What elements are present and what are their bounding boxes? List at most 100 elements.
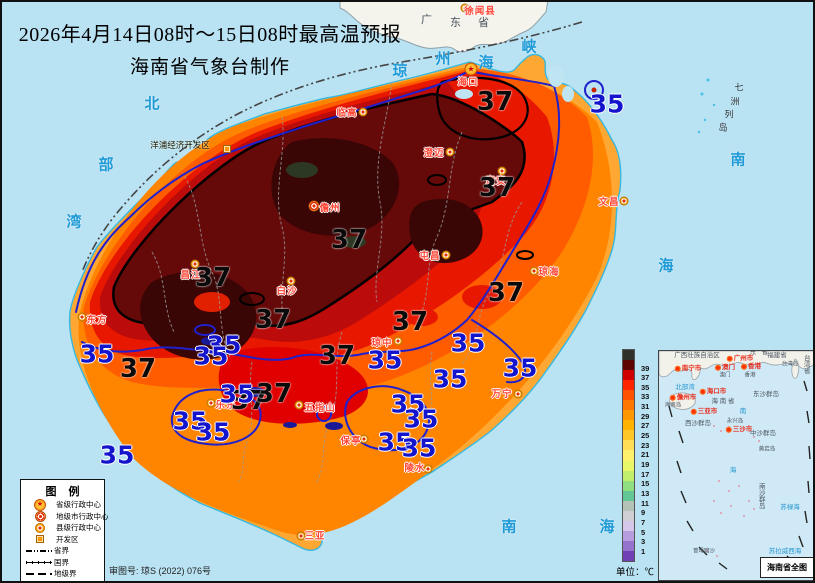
temperature-scale-ticks: 39 37 35 33 31 29 27 25 23 21 19 17 15 13 11 9 7 5 3 1	[639, 349, 657, 562]
inset-label-text: 儋州市	[676, 393, 697, 401]
temperature-scalebar	[622, 349, 635, 562]
legend-items: ★ 省级行政中心地级市行政中心县级行政中心开发区省界国界地级界县级界	[21, 498, 109, 581]
inset-label-text: 福建省	[767, 351, 787, 359]
inset-label: 福建省	[767, 351, 787, 360]
map-approval-number: 审图号: 琼S (2022) 076号	[109, 566, 212, 576]
inset-label-text: 澳门	[722, 363, 735, 371]
legend: 图例 ★ 省级行政中心地级市行政中心县级行政中心开发区省界国界地级界县级界	[20, 479, 109, 581]
inset-label: 三亚市	[690, 408, 717, 416]
scale-segment	[623, 430, 634, 441]
zone-darkest-3	[409, 198, 483, 264]
scale-segment	[623, 490, 634, 501]
inset-label: 广州市	[726, 354, 754, 363]
scale-segment	[623, 410, 634, 421]
scale-tick: 29	[641, 411, 650, 421]
inset-label: 永兴岛	[727, 419, 744, 425]
scale-tick: 7	[641, 517, 646, 527]
inset-label: 儋州市	[669, 393, 697, 402]
inset-label: 澳门	[715, 363, 735, 372]
inset-label: 曾母暗沙	[693, 549, 715, 555]
scale-tick: 23	[641, 440, 650, 450]
inset-label-text: 广州市	[733, 354, 754, 362]
inset-label-text: 西沙群岛	[685, 419, 711, 427]
inset-label-text: 北部湾	[675, 383, 695, 391]
inset-label-text: 中沙群岛	[750, 429, 776, 437]
legend-item: 国界	[21, 557, 104, 569]
scale-segment	[623, 540, 634, 551]
legend-item: 开发区	[21, 534, 104, 546]
scale-segment	[623, 520, 634, 531]
star-icon: ★	[34, 498, 46, 511]
scale-segment	[623, 450, 634, 461]
legend-label: 地级市行政中心	[56, 511, 109, 521]
city-marker-icon	[699, 389, 706, 395]
inset-map-graphic	[659, 351, 813, 580]
title-line2: 海南省气象台制作	[129, 57, 290, 78]
legend-label: 省界	[54, 546, 69, 556]
inset-label: 广西壮族自治区	[674, 351, 720, 360]
line-prefecture-icon	[26, 573, 52, 575]
city-marker-icon	[690, 409, 697, 415]
hot-pocket	[194, 292, 230, 312]
inset-label-text: 台湾岛	[781, 361, 799, 368]
scale-tick: 15	[641, 479, 650, 489]
scale-segment	[623, 420, 634, 431]
contour-35	[75, 67, 604, 452]
nine-dash-line	[668, 380, 811, 572]
scale-segment	[623, 350, 634, 361]
legend-label: 县级行政中心	[56, 523, 101, 533]
bay	[455, 89, 473, 99]
small-cold-blobs	[201, 337, 343, 430]
scale-tick: 9	[641, 508, 646, 518]
inset-label: 海 南 省	[711, 398, 734, 406]
inset-label: 黄岩岛	[759, 447, 776, 453]
inset-title-box: 海南省全图	[760, 557, 813, 578]
zone-darkest-2	[140, 271, 257, 360]
inset-label: 北部湾	[675, 383, 695, 392]
inset-label-text: 海	[729, 466, 737, 474]
scale-tick: 19	[641, 460, 650, 469]
scale-segment	[623, 460, 634, 471]
legend-item: 县级行政中心	[21, 522, 104, 534]
line-national-icon	[26, 560, 52, 564]
hot-pocket	[406, 308, 438, 326]
inset-label-text: 苏禄海	[780, 503, 800, 511]
scale-segment	[623, 500, 634, 511]
inset-label: 海口市	[699, 387, 727, 396]
scale-tick: 17	[641, 469, 650, 479]
inset-map-hainan-full: 广西壮族自治区 南宁市 广州市 澳门 香港东省福建省 台湾省 台湾岛 澳门 香港 北部湾 海口市 儋州…	[658, 350, 813, 581]
city-marker-icon	[674, 366, 681, 372]
scale-tick: 5	[641, 527, 646, 537]
contour-37-haikou	[436, 76, 529, 141]
city-marker-icon	[725, 427, 732, 433]
map-title: 2026年4月14日08时～15日08时最高温预报 海南省气象台制作	[14, 18, 406, 79]
mainland-guangdong	[339, 2, 549, 53]
zone-red-south	[218, 347, 369, 424]
legend-item: 省界	[21, 545, 104, 557]
inset-label: 香港	[744, 373, 755, 379]
scale-segment	[623, 470, 634, 481]
legend-label: 开发区	[56, 534, 79, 544]
legend-item: 地级界	[21, 568, 104, 580]
legend-title: 图例	[45, 486, 92, 498]
inset-label-text: 海口市	[706, 387, 727, 395]
scale-segment	[623, 400, 634, 411]
inset-label-text: 东沙群岛	[753, 390, 779, 398]
inset-label: 台湾岛	[782, 362, 799, 368]
inset-label-text: 香港	[744, 372, 756, 379]
city-marker-icon	[726, 356, 733, 362]
inset-label-text: 南	[739, 407, 747, 415]
scale-tick: 25	[641, 431, 650, 441]
inset-label-text: 香港	[748, 362, 761, 370]
inset-label-text: 广西壮族自治区	[674, 351, 720, 359]
circle-dot-icon	[35, 522, 45, 533]
inset-label-text: 台湾省	[802, 354, 810, 374]
scale-segment	[623, 360, 634, 371]
scale-tick: 35	[641, 382, 650, 392]
bay	[562, 86, 574, 102]
inset-label-text: 三沙市	[732, 425, 753, 433]
legend-label: 地级界	[54, 569, 77, 579]
legend-item: ★ 省级行政中心	[21, 498, 104, 511]
contour-37-small	[516, 250, 534, 260]
